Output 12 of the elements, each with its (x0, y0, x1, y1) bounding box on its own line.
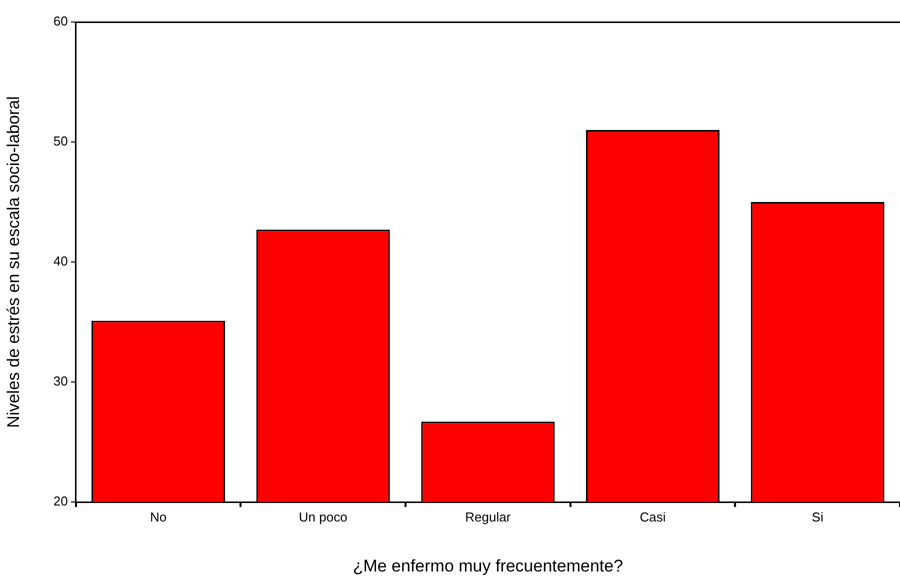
y-tick-label: 60 (53, 14, 68, 29)
x-tick-label: Un poco (298, 509, 348, 524)
x-tick-label: No (150, 509, 167, 524)
x-tick-label: Casi (640, 509, 666, 524)
x-tick-label: Regular (465, 509, 512, 524)
y-tick-label: 40 (53, 254, 68, 269)
y-axis-title: Niveles de estrés en su escala socio-laboral (4, 96, 23, 428)
x-axis-title: ¿Me enfermo muy frecuentemente? (352, 556, 624, 576)
x-tick-label: Si (812, 509, 824, 524)
y-tick-label: 30 (53, 374, 68, 389)
y-tick-label: 20 (53, 494, 68, 509)
y-tick-label: 50 (53, 134, 68, 149)
